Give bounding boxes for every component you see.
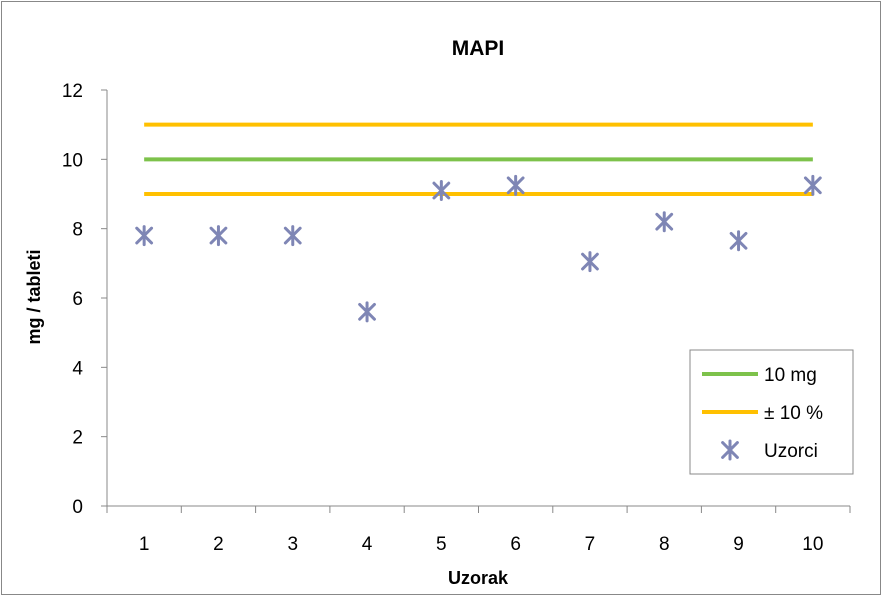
x-tick-label: 3 [287,534,298,555]
y-tick-label: 0 [72,497,83,518]
x-tick-label: 2 [213,534,224,555]
data-point [506,174,525,196]
y-tick-label: 4 [72,358,83,379]
data-point [209,225,228,247]
data-point [135,225,154,247]
x-tick-label: 9 [733,534,744,555]
legend: 10 mg ± 10 % Uzorci [689,349,854,475]
data-point [581,251,599,273]
y-tick-label: 8 [72,220,83,241]
y-axis-title: mg / tableti [24,249,44,344]
y-tick-label: 12 [62,81,83,102]
y-tick-label: 6 [72,289,83,310]
data-point [432,180,451,202]
x-tick-label: 4 [362,534,373,555]
x-tick-label: 8 [659,534,670,555]
x-tick-label: 6 [510,534,521,555]
legend-label: 10 mg [764,365,817,386]
y-tick-label: 2 [72,428,83,449]
data-point [283,225,302,247]
data-point [655,211,674,233]
x-axis-title: Uzorak [448,568,509,588]
chart-title: MAPI [452,37,505,60]
x-tick-label: 1 [139,534,150,555]
legend-swatch [721,439,739,461]
legend-label: ± 10 % [764,403,823,424]
x-tick-label: 7 [585,534,596,555]
data-point [729,230,748,252]
y-tick-label: 10 [62,150,83,171]
x-tick-label: 5 [436,534,447,555]
legend-label: Uzorci [764,441,818,462]
x-tick-label: 10 [802,534,823,555]
data-point [358,301,376,323]
data-point [803,174,822,196]
legend-box [689,349,854,475]
